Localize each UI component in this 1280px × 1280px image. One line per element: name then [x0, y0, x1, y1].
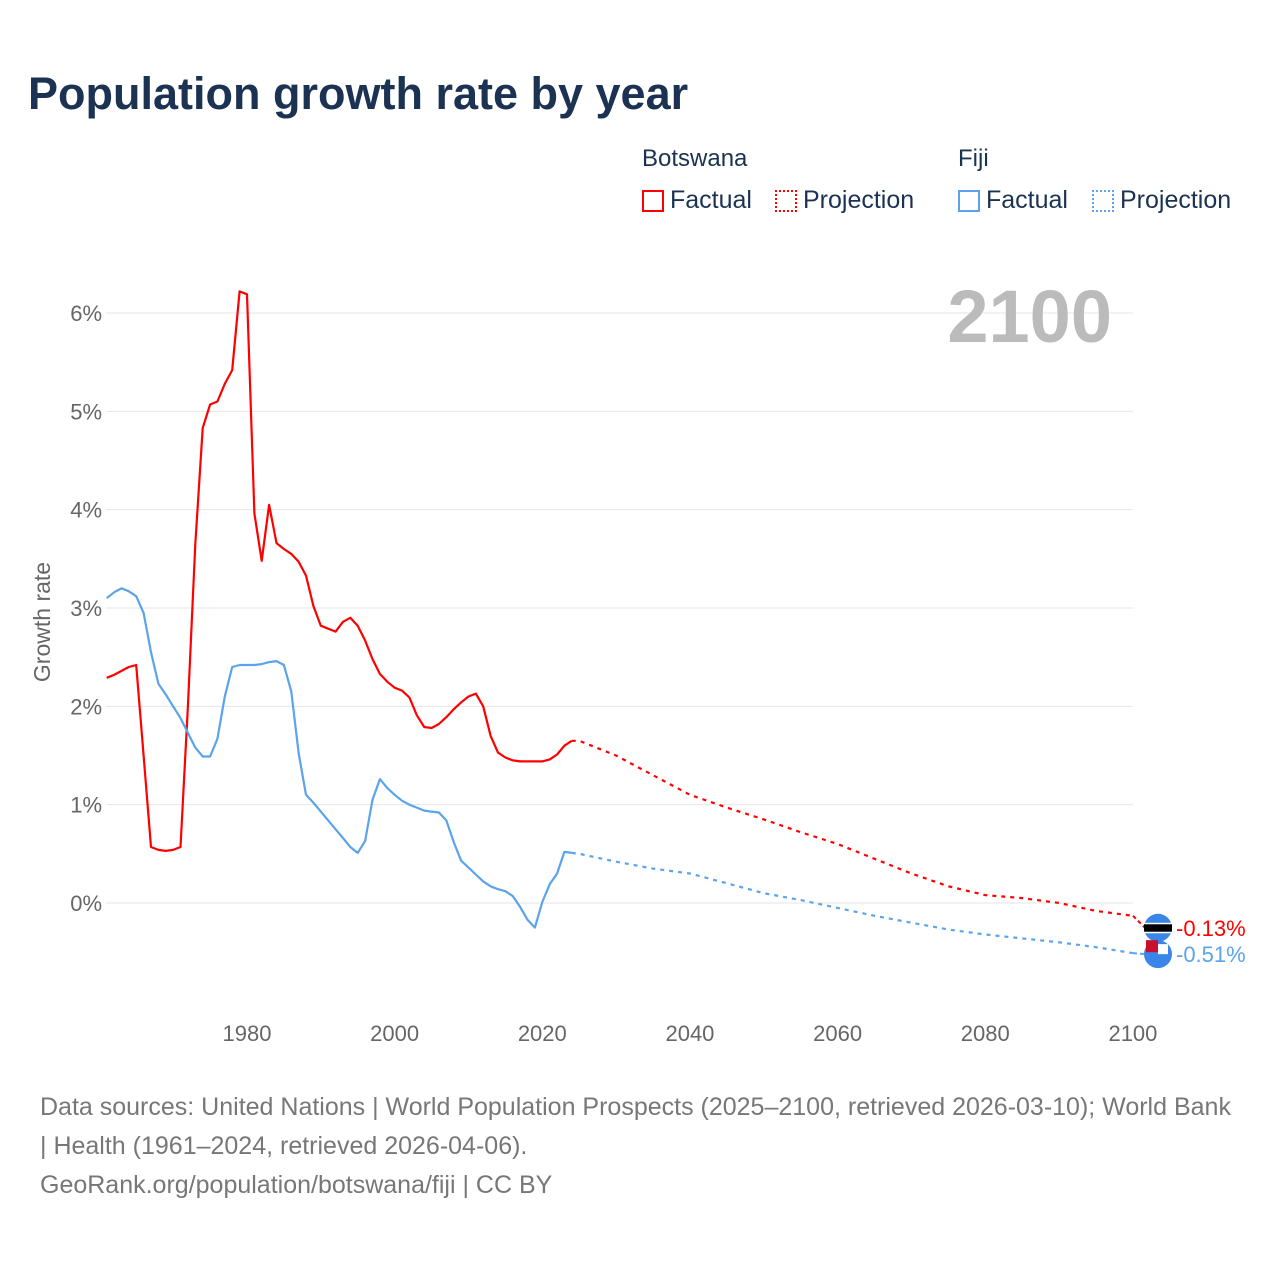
- x-tick-label: 2080: [961, 1021, 1010, 1046]
- end-value-label: -0.13%: [1176, 916, 1246, 941]
- legend-group-fiji: Fiji: [958, 145, 989, 172]
- legend-fiji-factual[interactable]: Factual: [958, 186, 1068, 215]
- dotted-swatch-icon: [1092, 189, 1114, 212]
- fiji-flag-icon: [1144, 940, 1172, 969]
- legend-botswana-factual[interactable]: Factual: [642, 186, 752, 215]
- fiji-projection-line: [571, 851, 1134, 955]
- solid-swatch-icon: [958, 189, 980, 212]
- legend-label: Factual: [986, 186, 1068, 214]
- year-display: 2100: [947, 275, 1112, 358]
- connector: [1132, 915, 1146, 929]
- legend-label: Projection: [1120, 186, 1232, 214]
- x-tick-label: 1980: [223, 1021, 272, 1046]
- botswana-factual-line: [106, 290, 573, 852]
- y-tick-label: 1%: [70, 793, 102, 818]
- x-tick-label: 2000: [370, 1021, 419, 1046]
- x-tick-label: 2020: [518, 1021, 567, 1046]
- y-tick-label: 4%: [70, 498, 102, 523]
- x-tick-label: 2100: [1108, 1021, 1157, 1046]
- y-axis-label: Growth rate: [29, 562, 55, 682]
- credit-link[interactable]: GeoRank.org/population/botswana/fiji | C…: [40, 1171, 553, 1199]
- botswana-projection-line: [571, 739, 1134, 917]
- end-value-label: -0.51%: [1176, 942, 1246, 967]
- legend-label: Projection: [803, 186, 915, 214]
- chart-title: Population growth rate by year: [28, 68, 689, 119]
- connector: [1132, 952, 1146, 956]
- dotted-swatch-icon: [775, 189, 797, 212]
- legend-label: Factual: [670, 186, 752, 214]
- legend-group-botswana: Botswana: [642, 145, 748, 172]
- legend-botswana-projection[interactable]: Projection: [775, 186, 914, 215]
- y-tick-label: 6%: [70, 301, 102, 326]
- footer: Data sources: United Nations | World Pop…: [40, 1088, 1240, 1205]
- y-tick-label: 5%: [70, 399, 102, 424]
- y-tick-label: 0%: [70, 891, 102, 916]
- y-tick-label: 2%: [70, 694, 102, 719]
- x-tick-label: 2040: [665, 1021, 714, 1046]
- legend-fiji-projection[interactable]: Projection: [1092, 186, 1231, 215]
- y-tick-label: 3%: [70, 596, 102, 621]
- fiji-factual-line: [106, 587, 572, 929]
- solid-swatch-icon: [642, 189, 664, 212]
- x-tick-label: 2060: [813, 1021, 862, 1046]
- data-sources: Data sources: United Nations | World Pop…: [40, 1093, 1231, 1160]
- botswana-flag-icon: [1144, 913, 1172, 942]
